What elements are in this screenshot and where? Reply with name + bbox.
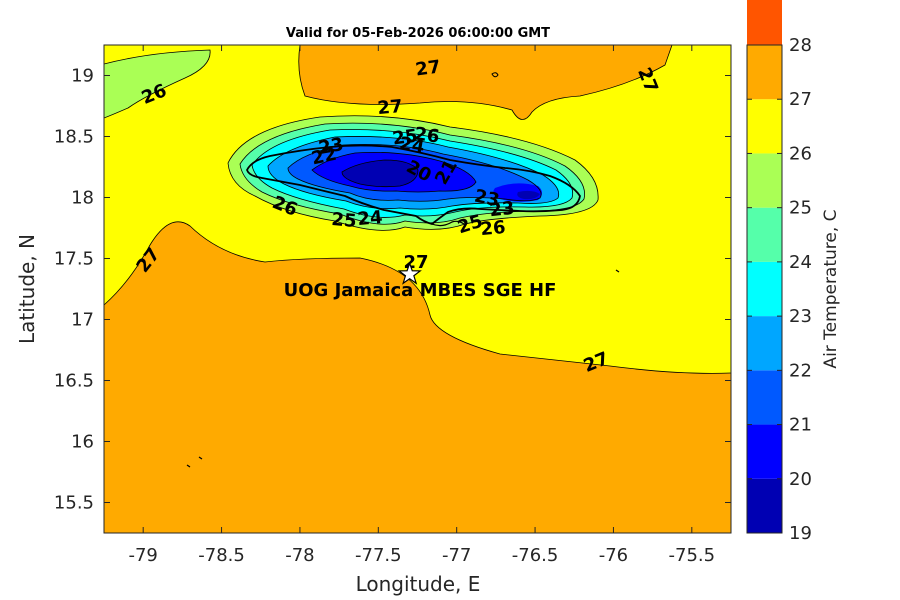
contour-24 (251, 129, 574, 218)
cay-southwest-1 (186, 464, 191, 468)
colorbar-segment (747, 424, 782, 479)
colorbar-tick-label: 28 (789, 35, 812, 56)
contour-27-south (104, 221, 731, 374)
contour-label: 22 (310, 144, 339, 170)
jamaica-coastline (246, 144, 581, 225)
y-tick-label: 18 (71, 188, 94, 209)
y-tick-label: 15.5 (54, 493, 94, 514)
colorbar-tick-label: 19 (789, 523, 812, 544)
cay-southwest-2 (198, 456, 203, 460)
contour-label: 26 (413, 123, 441, 147)
colorbar-tick-label: 21 (789, 415, 812, 436)
x-tick-label: -77.5 (355, 545, 402, 566)
contour-27-north (298, 45, 673, 120)
band-19-jamaica (342, 160, 418, 187)
contour-21 (311, 151, 477, 193)
coast-detail-south (431, 220, 465, 227)
star-icon (397, 261, 422, 285)
y-tick-label: 16.5 (54, 371, 94, 392)
contour-26 (227, 115, 599, 231)
colorbar (747, 0, 782, 533)
contour-label: 23 (472, 186, 501, 212)
colorbar-segment (747, 153, 782, 208)
colorbar-ticks: 28 27 26 25 24 23 22 21 20 19 (747, 35, 812, 544)
colorbar-tick-label: 26 (789, 143, 812, 164)
y-tick-label: 17.5 (54, 249, 94, 270)
y-tick-label: 18.5 (54, 127, 94, 148)
y-axis-ticks: 19 18.5 18 17.5 17 16.5 16 15.5 (54, 66, 731, 514)
y-tick-label: 19 (71, 66, 94, 87)
colorbar-segment (747, 261, 782, 317)
contour-label: 27 (414, 56, 442, 80)
colorbar-tick-label: 22 (789, 360, 812, 381)
colorbar-segment (747, 45, 782, 100)
x-tick-label: -77 (442, 545, 471, 566)
contour-label: 25 (331, 209, 358, 232)
band-19-east-cell (517, 190, 540, 200)
cay-north (491, 72, 499, 78)
station-label: UOG Jamaica MBES SGE HF (284, 280, 557, 301)
y-axis-label: Latitude, N (15, 234, 39, 344)
contour-26-nw (104, 49, 211, 119)
colorbar-segment (747, 99, 782, 154)
contour-label: 23 (488, 198, 515, 222)
contour-23 (267, 136, 560, 210)
contour-22 (287, 144, 542, 202)
y-tick-label: 17 (71, 310, 94, 331)
contour-label: 27 (377, 96, 404, 119)
axes-box (103, 44, 732, 534)
colorbar-tick-label: 23 (789, 306, 812, 327)
x-tick-label: -78 (285, 545, 314, 566)
colorbar-segment (747, 316, 782, 371)
contour-label: 26 (480, 217, 507, 240)
x-axis-ticks: -79 -78.5 -78 -77.5 -77 -76.5 -76 -75.5 (128, 45, 715, 566)
map-area: 27 27 27 26 27 26 25 24 23 22 21 20 23 2… (104, 45, 731, 533)
contour-label: 25 (391, 125, 419, 149)
contour-label: 24 (357, 207, 384, 230)
colorbar-tick-label: 25 (789, 198, 812, 219)
station-marker (397, 261, 422, 285)
contour-label: 23 (317, 134, 345, 159)
colorbar-tick-label: 24 (789, 252, 812, 273)
colorbar-segment (747, 370, 782, 425)
x-tick-label: -79 (128, 545, 157, 566)
y-tick-label: 16 (71, 432, 94, 453)
x-tick-label: -76.5 (512, 545, 559, 566)
colorbar-segment (747, 0, 782, 45)
colorbar-tick-label: 20 (789, 469, 812, 490)
colorbar-label: Air Temperature, C (821, 209, 841, 368)
colorbar-segment (747, 207, 782, 262)
contour-label: 24 (398, 133, 426, 158)
cay-east (615, 269, 620, 273)
x-tick-label: -75.5 (669, 545, 716, 566)
colorbar-segment (747, 478, 782, 533)
band-25-nw-patch (104, 50, 211, 118)
colorbar-frame (746, 44, 783, 534)
x-axis-label: Longitude, E (356, 572, 481, 596)
colorbar-tick-label: 27 (789, 89, 812, 110)
plot-title: Valid for 05-Feb-2026 06:00:00 GMT (286, 26, 550, 41)
x-tick-label: -76 (599, 545, 628, 566)
x-tick-label: -78.5 (198, 545, 245, 566)
contour-20 (341, 159, 419, 188)
